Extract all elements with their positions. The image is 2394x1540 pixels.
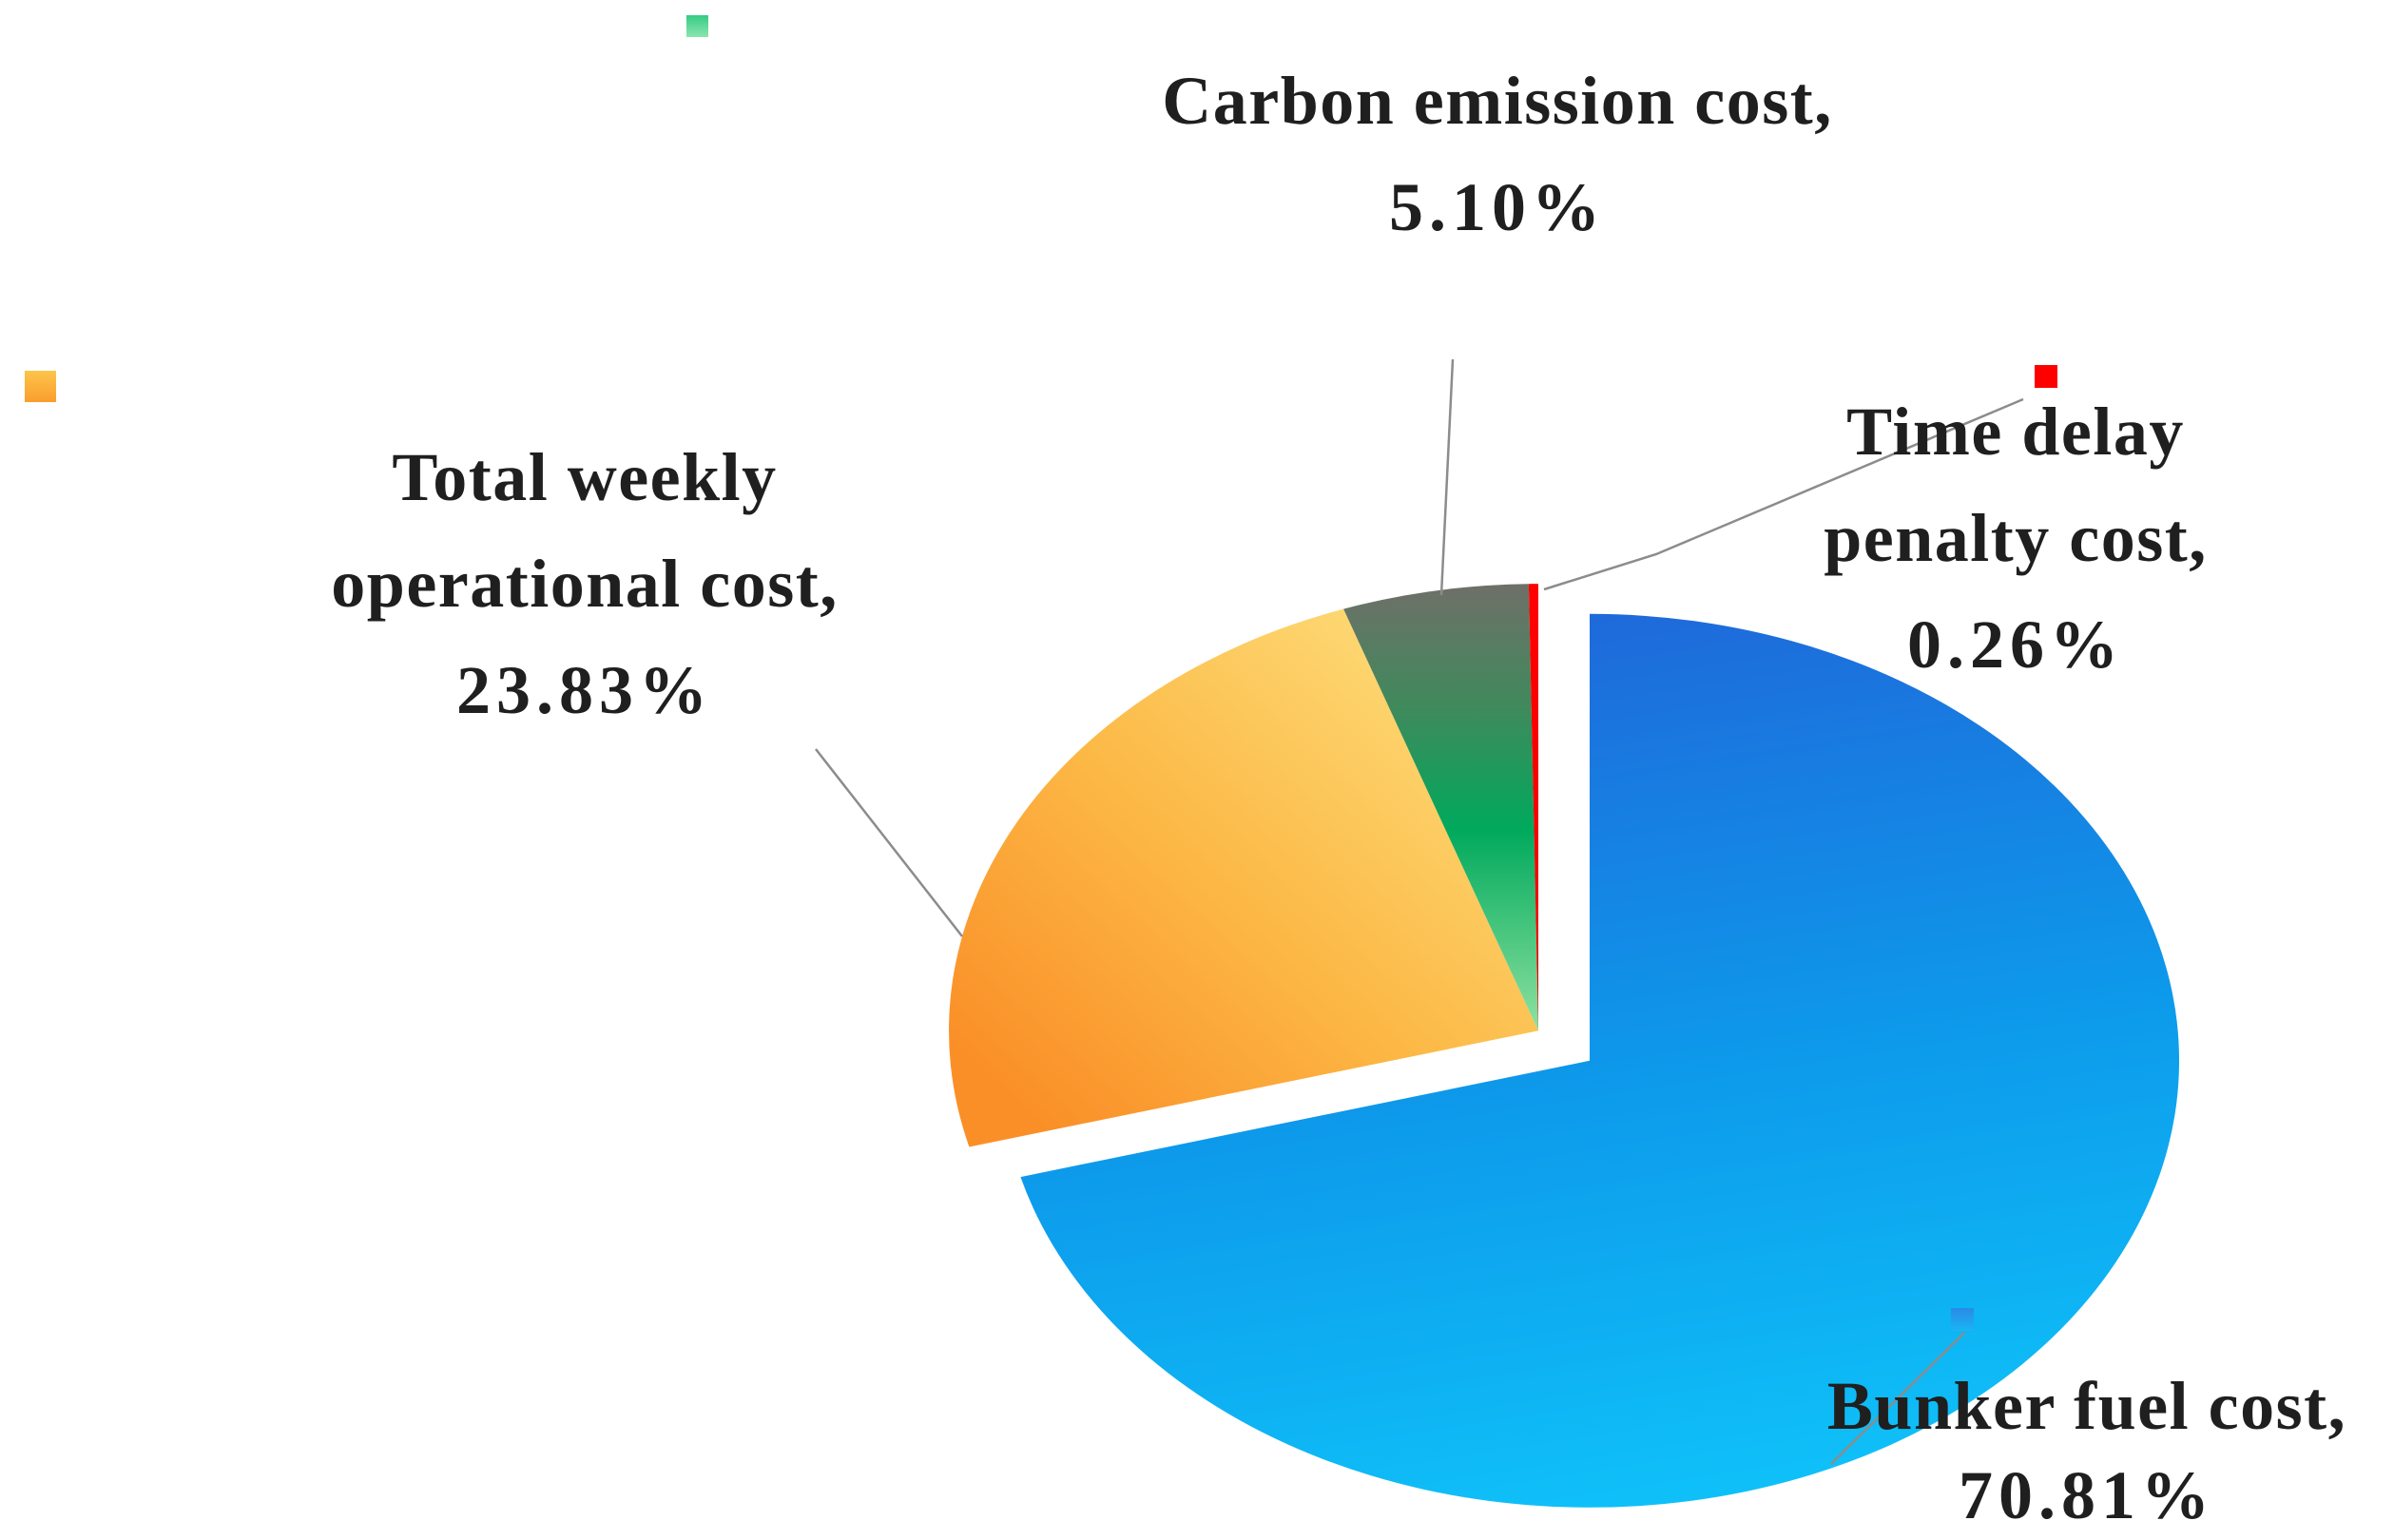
annotation-value-line: 0.26% — [1906, 606, 2124, 683]
annotation-value-line: 5.10% — [1388, 169, 1606, 245]
annotation-value-line: 23.83% — [456, 652, 713, 728]
annotation-label-line: Total weekly — [392, 439, 778, 515]
annotation-time-delay: Time delay penalty cost, 0.26% — [1824, 378, 2207, 698]
pie-slice-carbon-emission[interactable] — [1343, 584, 1538, 1031]
legend-marker-carbon-emission — [686, 15, 708, 37]
pie-slice-bunker-fuel[interactable] — [1020, 613, 2180, 1508]
pie-slice-time-delay[interactable] — [1528, 584, 1538, 1031]
annotation-label-line: Time delay — [1846, 394, 2185, 470]
legend-marker-weekly-operational — [25, 371, 56, 402]
leader-line-weekly-operational — [815, 748, 963, 937]
leader-line-time-delay — [1543, 397, 2024, 591]
annotation-bunker-fuel: Bunker fuel cost, 70.81% — [1827, 1361, 2346, 1540]
annotation-label-line: penalty cost, — [1824, 500, 2208, 576]
legend-marker-bunker-fuel — [1951, 1308, 1974, 1331]
annotation-carbon-emission: Carbon emission cost, 5.10% — [1162, 48, 1833, 260]
leader-line-carbon-emission — [1439, 358, 1455, 596]
annotation-weekly-operational: Total weekly operational cost, 23.83% — [331, 424, 838, 743]
leader-line-bunker-fuel — [1830, 1332, 1965, 1465]
annotation-label-line: operational cost, — [331, 546, 839, 622]
pie-slices-layer — [949, 584, 2180, 1508]
legend-marker-time-delay — [2035, 365, 2057, 388]
leader-lines — [815, 358, 2024, 1465]
annotation-label-line: Carbon emission cost, — [1162, 63, 1833, 139]
annotation-value-line: 70.81% — [1958, 1457, 2215, 1533]
annotation-label-line: Bunker fuel cost, — [1826, 1368, 2347, 1444]
pie-slice-weekly-operational[interactable] — [949, 608, 1538, 1147]
